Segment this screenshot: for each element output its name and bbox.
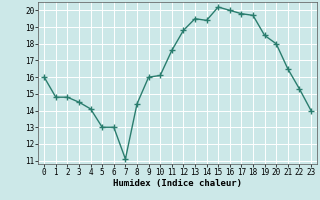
X-axis label: Humidex (Indice chaleur): Humidex (Indice chaleur): [113, 179, 242, 188]
